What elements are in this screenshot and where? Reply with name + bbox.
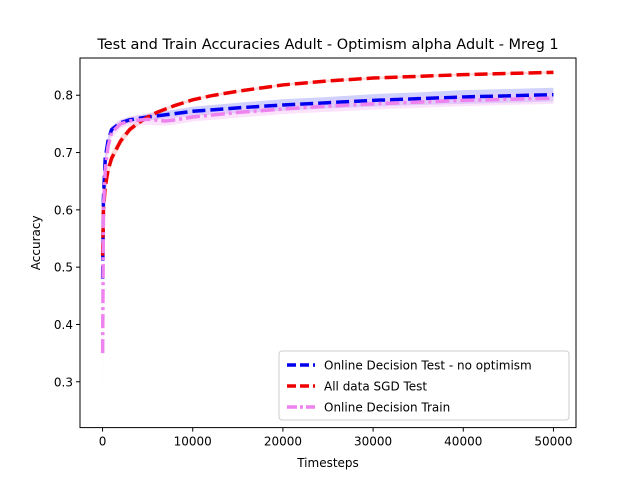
- y-tick-label: 0.8: [54, 89, 73, 103]
- legend-label-1: All data SGD Test: [324, 380, 427, 394]
- x-tick-label: 30000: [354, 435, 392, 449]
- series-lines: [100, 70, 554, 354]
- x-axis-title: Timesteps: [296, 456, 359, 470]
- confidence-bands: [102, 71, 554, 411]
- plot-frame: [79, 57, 577, 429]
- series-line-1: [100, 70, 554, 256]
- x-tick-label: 20000: [264, 435, 302, 449]
- chart-title: Test and Train Accuracies Adult - Optimi…: [96, 37, 558, 53]
- series-line-2: [100, 96, 554, 354]
- x-axis: 0 10000 20000 30000 40000 50000: [99, 427, 573, 449]
- y-axis: 0.3 0.4 0.5 0.6 0.7 0.8: [54, 89, 80, 389]
- x-tick-label: 50000: [534, 435, 572, 449]
- y-tick-label: 0.4: [54, 318, 73, 332]
- series-band-2: [102, 92, 554, 411]
- y-tick-label: 0.5: [54, 261, 73, 275]
- legend: Online Decision Test - no optimism All da…: [278, 350, 570, 421]
- y-axis-title: Accuracy: [29, 215, 43, 270]
- y-tick-label: 0.7: [54, 146, 73, 160]
- x-tick-label: 0: [99, 435, 107, 449]
- legend-label-0: Online Decision Test - no optimism: [324, 359, 532, 373]
- x-tick-label: 40000: [444, 435, 482, 449]
- legend-label-2: Online Decision Train: [324, 401, 450, 415]
- y-tick-label: 0.6: [54, 203, 73, 217]
- y-tick-label: 0.3: [54, 375, 73, 389]
- x-tick-label: 10000: [174, 435, 212, 449]
- legend-box: [278, 350, 570, 421]
